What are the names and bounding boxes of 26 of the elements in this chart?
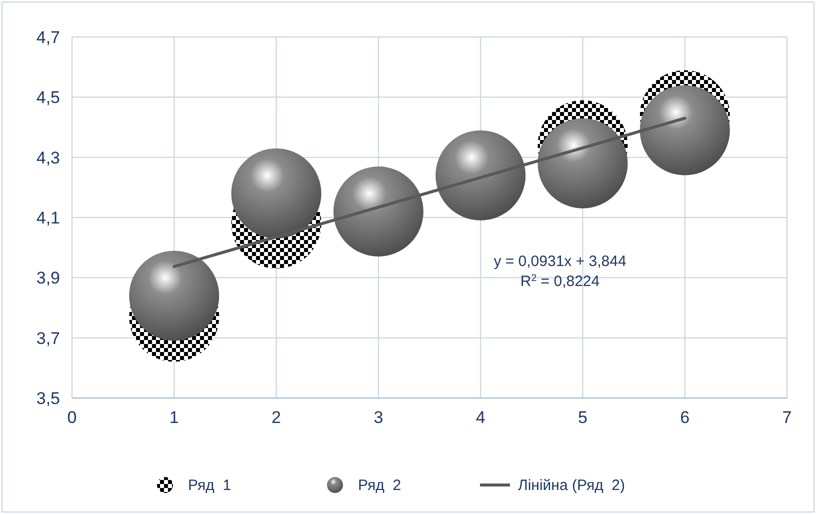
- y-tick-label: 3,9: [36, 268, 60, 288]
- y-tick-label: 4,7: [36, 28, 60, 47]
- point: [129, 250, 220, 341]
- x-tick-label: 0: [67, 408, 77, 427]
- legend-label: Ряд 2: [358, 477, 402, 494]
- x-tick-label: 3: [374, 408, 384, 427]
- x-tick-label: 4: [476, 408, 486, 427]
- legend-label: Ряд 1: [188, 477, 232, 494]
- x-tick-label: 2: [272, 408, 282, 427]
- y-tick-label: 4,3: [36, 148, 60, 168]
- x-tick-label: 6: [680, 408, 690, 427]
- annotation: y = 0,0931x + 3,844: [494, 253, 626, 270]
- legend-label: Лінійна (Ряд 2): [518, 477, 626, 494]
- point: [538, 118, 628, 208]
- point: [231, 148, 322, 238]
- y-tick-label: 3,5: [36, 389, 60, 408]
- x-tick-label: 1: [169, 408, 179, 427]
- point: [333, 166, 424, 256]
- x-tick-label: 5: [578, 408, 588, 427]
- point: [436, 130, 526, 220]
- y-tick-label: 3,7: [36, 328, 60, 348]
- y-tick-label: 4,1: [36, 208, 60, 228]
- y-tick-label: 4,5: [36, 88, 60, 108]
- point: [640, 85, 730, 176]
- annotation: R$^{2}$ = 0,8224: [520, 272, 600, 290]
- x-tick-label: 7: [782, 408, 792, 427]
